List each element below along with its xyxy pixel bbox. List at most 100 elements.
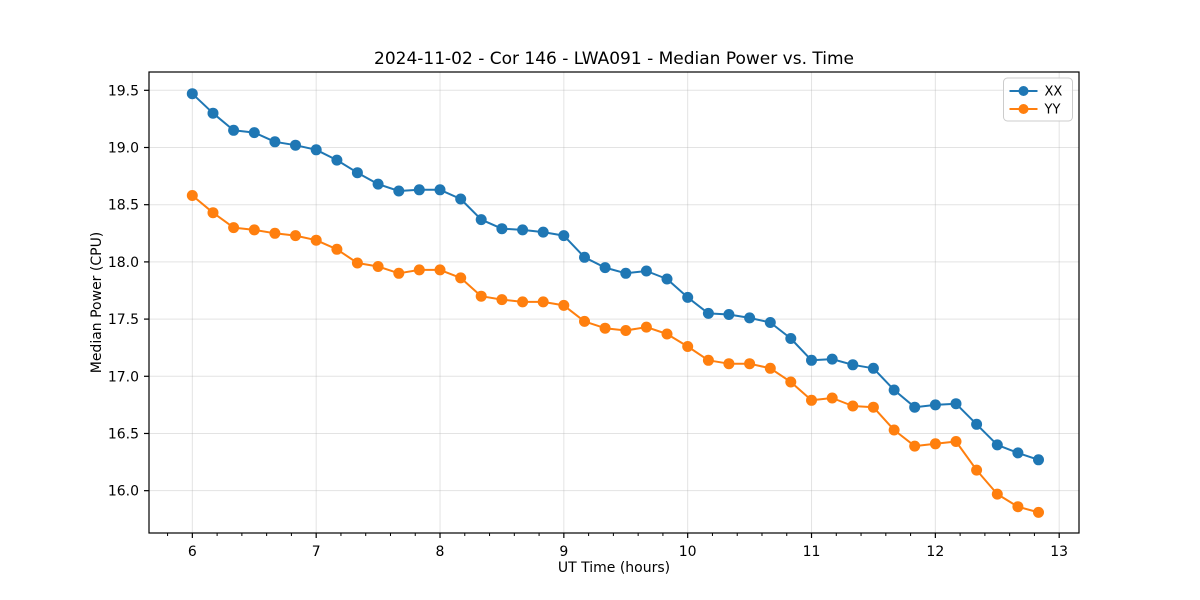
y-tick-label: 16.0 — [108, 484, 139, 500]
data-point-marker — [351, 257, 363, 269]
data-point-marker — [723, 358, 735, 370]
data-point-marker — [434, 184, 446, 196]
data-point-marker — [599, 262, 611, 274]
legend: XX YY — [1003, 77, 1073, 122]
plot-border — [148, 71, 1080, 534]
x-tick-label: 12 — [926, 544, 944, 560]
series-yy — [186, 190, 1044, 518]
axis-ticks — [144, 89, 1060, 538]
data-point-marker — [806, 394, 817, 406]
data-point-marker — [558, 299, 570, 311]
data-point-marker — [1033, 506, 1044, 518]
data-point-marker — [620, 325, 632, 336]
legend-item-label: YY — [1044, 103, 1061, 118]
data-point-marker — [372, 261, 384, 272]
data-point-marker — [496, 294, 508, 306]
data-point-marker — [207, 107, 219, 119]
data-point-marker — [413, 264, 425, 276]
data-point-marker — [248, 127, 260, 139]
legend-item-yy: YY — [1009, 103, 1061, 118]
data-point-marker — [764, 317, 776, 328]
x-tick-label: 8 — [436, 544, 445, 560]
data-point-marker — [971, 418, 983, 430]
data-point-marker — [991, 488, 1003, 500]
data-point-marker — [269, 136, 281, 148]
data-point-marker — [228, 222, 240, 234]
data-point-marker — [847, 400, 859, 412]
data-point-marker — [310, 144, 322, 156]
data-point-marker — [455, 272, 467, 284]
data-point-marker — [991, 439, 1003, 451]
data-point-marker — [248, 224, 260, 236]
data-point-marker — [682, 341, 694, 352]
data-point-marker — [455, 193, 467, 205]
x-tick-label: 9 — [559, 544, 568, 560]
data-point-marker — [702, 307, 714, 319]
data-point-marker — [950, 398, 962, 410]
y-tick-label: 17.5 — [108, 312, 139, 328]
legend-item-xx: XX — [1009, 85, 1063, 100]
data-point-marker — [537, 226, 549, 238]
data-point-marker — [1012, 447, 1024, 459]
data-point-marker — [372, 178, 384, 190]
data-point-marker — [744, 358, 756, 370]
data-point-marker — [290, 139, 301, 151]
x-tick-label: 10 — [679, 544, 697, 560]
y-tick-label: 17.0 — [108, 369, 139, 385]
data-point-marker — [351, 167, 363, 179]
data-point-marker — [496, 223, 508, 235]
data-point-marker — [744, 312, 756, 324]
data-point-marker — [702, 354, 714, 366]
data-point-marker — [826, 353, 838, 365]
data-point-marker — [640, 321, 652, 333]
data-point-marker — [331, 243, 343, 255]
data-point-marker — [207, 207, 219, 219]
data-point-marker — [558, 230, 570, 242]
data-point-marker — [1033, 454, 1044, 466]
tick-labels: 6 7 8 9 10 11 12 13 16.0 16.5 17.0 17.5 18.0 18.5 19.0… — [108, 83, 1068, 560]
y-tick-label: 18.0 — [108, 255, 139, 271]
data-point-marker — [806, 354, 817, 366]
data-point-marker — [475, 214, 487, 226]
data-point-marker — [764, 362, 776, 374]
x-tick-label: 6 — [188, 544, 197, 560]
grid-lines — [149, 72, 1079, 533]
data-point-marker — [269, 227, 281, 239]
data-point-marker — [1012, 501, 1024, 513]
data-point-marker — [393, 267, 405, 279]
data-point-marker — [785, 333, 797, 344]
data-point-marker — [867, 362, 879, 374]
data-point-marker — [579, 251, 590, 263]
y-tick-label: 19.5 — [108, 83, 139, 99]
data-point-marker — [826, 392, 838, 404]
data-point-marker — [290, 230, 301, 242]
data-point-marker — [517, 224, 529, 236]
data-point-marker — [929, 399, 941, 411]
chart-title: 2024-11-02 - Cor 146 - LWA091 - Median P… — [374, 49, 854, 69]
data-point-marker — [950, 436, 962, 447]
data-point-marker — [723, 309, 735, 320]
legend-sample-marker — [1018, 86, 1029, 96]
y-tick-label: 19.0 — [108, 140, 139, 156]
data-point-marker — [517, 296, 529, 308]
data-point-marker — [682, 291, 694, 303]
data-point-marker — [310, 234, 322, 246]
data-point-marker — [661, 328, 673, 340]
data-point-marker — [888, 384, 900, 396]
data-point-marker — [785, 376, 797, 388]
data-point-marker — [579, 315, 590, 327]
axes-frame — [148, 71, 1080, 534]
legend-item-label: XX — [1045, 85, 1063, 100]
x-tick-label: 7 — [312, 544, 321, 560]
data-point-marker — [599, 322, 611, 334]
x-axis-label: UT Time (hours) — [558, 560, 670, 576]
data-point-marker — [413, 184, 425, 196]
x-tick-label: 13 — [1050, 544, 1068, 560]
legend-sample-marker — [1018, 104, 1029, 114]
y-tick-label: 16.5 — [108, 426, 139, 442]
y-axis-label: Median Power (CPU) — [89, 232, 105, 374]
data-point-marker — [537, 296, 549, 308]
x-tick-label: 11 — [803, 544, 821, 560]
data-point-marker — [475, 290, 487, 302]
